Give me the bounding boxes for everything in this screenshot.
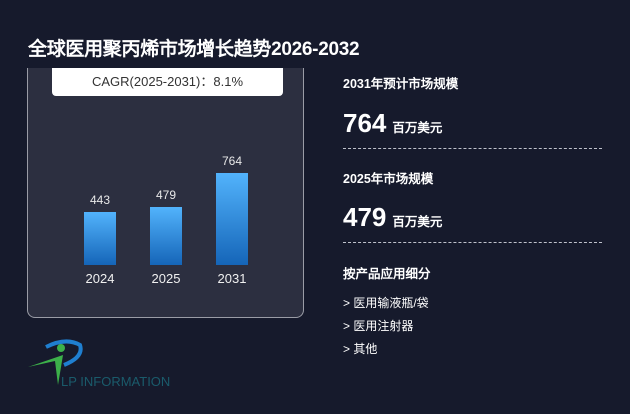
lp-information-logo: LP INFORMATION bbox=[28, 335, 178, 395]
data-label: 443 bbox=[89, 192, 111, 207]
forecast-unit: 百万美元 bbox=[392, 121, 443, 135]
bar-2031 bbox=[216, 173, 248, 265]
segment-item: > 其他 bbox=[343, 342, 378, 356]
segment-label: 按产品应用细分 bbox=[343, 267, 431, 281]
chart-card: CAGR(2025-2031)：8.1% 443 2024 479 2025 764 20… bbox=[27, 68, 304, 318]
current-unit: 百万美元 bbox=[392, 215, 443, 229]
segment-item: > 医用注射器 bbox=[343, 319, 414, 333]
bar-2025 bbox=[150, 207, 182, 265]
forecast-value: 764 bbox=[343, 108, 387, 138]
cagr-badge: CAGR(2025-2031)：8.1% bbox=[52, 68, 283, 96]
x-tick-label: 2024 bbox=[85, 271, 115, 286]
svg-text:LP INFORMATION: LP INFORMATION bbox=[61, 374, 170, 389]
forecast-label: 2031年预计市场规模 bbox=[343, 77, 459, 91]
divider bbox=[343, 242, 602, 243]
segment-item: > 医用输液瓶/袋 bbox=[343, 296, 429, 310]
bar-2024 bbox=[84, 211, 116, 265]
x-tick-label: 2031 bbox=[217, 271, 247, 286]
current-value: 479 bbox=[343, 202, 387, 232]
divider bbox=[343, 148, 602, 149]
x-tick-label: 2025 bbox=[151, 271, 181, 286]
data-label: 764 bbox=[221, 154, 243, 168]
current-label: 2025年市场规模 bbox=[343, 172, 434, 186]
page-title: 全球医用聚丙烯市场增长趋势2026-2032 bbox=[28, 39, 360, 60]
data-label: 479 bbox=[155, 188, 177, 203]
